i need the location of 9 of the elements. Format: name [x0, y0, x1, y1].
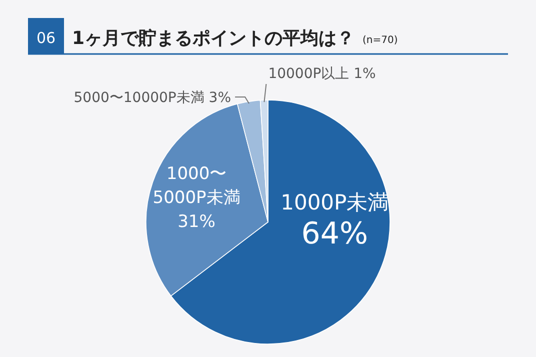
chart-subtitle: (n=70) — [362, 35, 398, 46]
data-label: 64% — [301, 216, 368, 252]
text: 06 — [36, 29, 56, 47]
slice-label: 5000〜10000P未満 3% — [74, 90, 232, 106]
chart-title: 1ヶ月で貯まるポイントの平均は？ — [72, 28, 355, 49]
data-label: 31% — [178, 212, 216, 232]
slice-label: 10000P以上 1% — [268, 66, 376, 82]
slice-label: 1000〜5000P未満 — [152, 164, 240, 208]
slice-label: 1000P未満 — [280, 190, 389, 214]
